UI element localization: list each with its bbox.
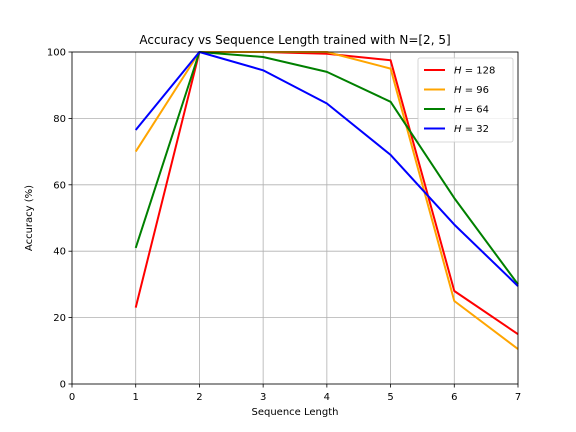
- legend: H = 128 H = 96 H = 64 H = 32: [417, 57, 514, 143]
- y-tick-label: 60: [53, 180, 66, 191]
- chart-title: Accuracy vs Sequence Length trained with…: [139, 33, 450, 47]
- y-tick-label: 80: [53, 114, 66, 125]
- x-tick-label: 0: [69, 392, 75, 403]
- x-tick-label: 5: [387, 392, 393, 403]
- y-axis-label: Accuracy (%): [24, 185, 35, 251]
- legend-label: H = 64: [454, 105, 489, 116]
- x-tick-label: 7: [515, 392, 521, 403]
- legend-label: H = 128: [454, 66, 495, 77]
- legend-label: H = 32: [454, 124, 489, 135]
- x-axis-label: Sequence Length: [252, 407, 339, 418]
- axis-ticks: 0 1 2 3 4 5 6 7 0 20 40 60 80 100: [47, 48, 521, 404]
- y-tick-label: 100: [47, 48, 66, 59]
- y-tick-label: 0: [60, 380, 66, 391]
- x-tick-label: 6: [451, 392, 457, 403]
- plot-frame: [71, 51, 519, 385]
- legend-box: [417, 57, 514, 143]
- x-tick-label: 1: [133, 392, 139, 403]
- legend-label: H = 96: [454, 85, 489, 96]
- y-tick-label: 20: [53, 313, 66, 324]
- x-tick-label: 2: [196, 392, 202, 403]
- x-tick-label: 4: [324, 392, 330, 403]
- y-tick-label: 40: [53, 247, 66, 258]
- x-tick-label: 3: [260, 392, 266, 403]
